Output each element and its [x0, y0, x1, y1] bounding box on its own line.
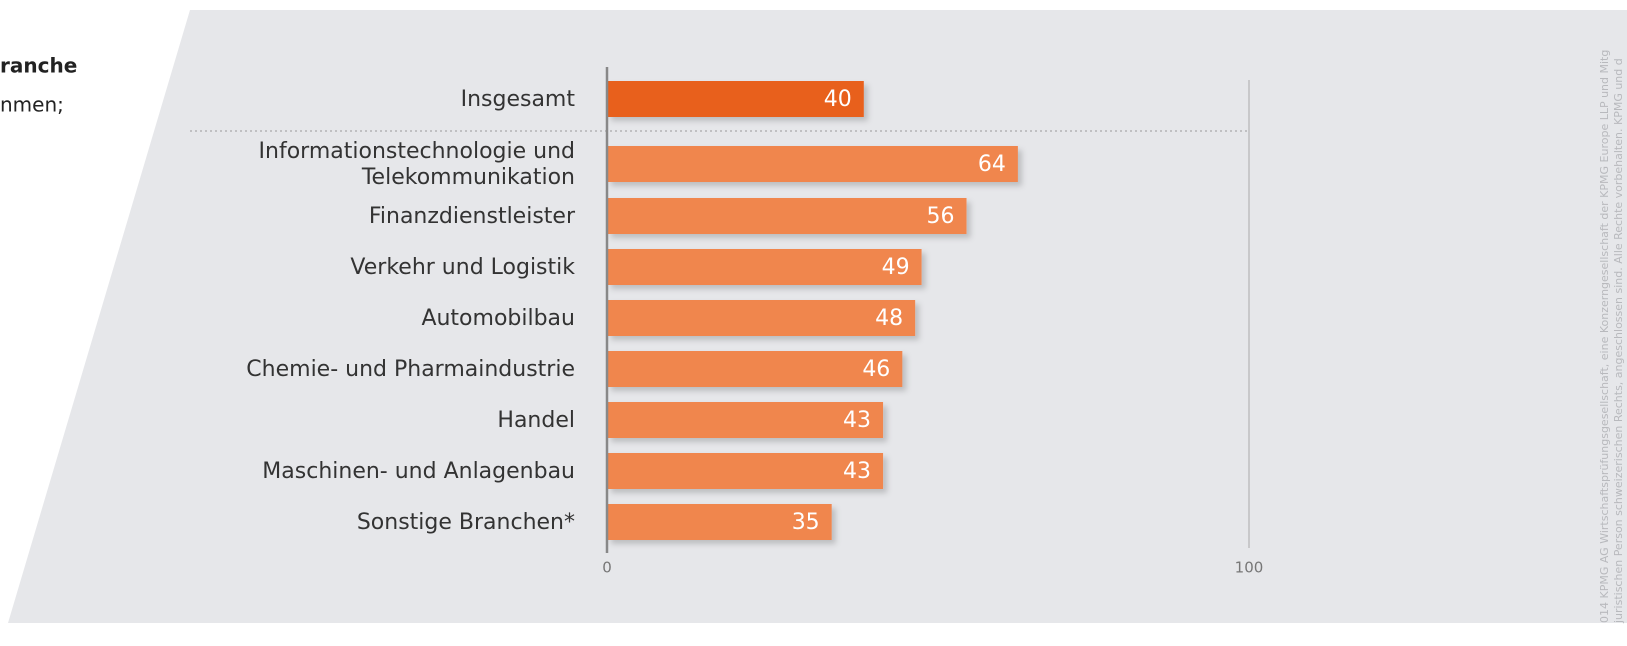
chart-title: ranche	[0, 54, 77, 78]
category-label: Handel	[497, 408, 575, 433]
category-label: Automobilbau	[421, 306, 575, 331]
bar	[607, 453, 884, 489]
value-label: 64	[978, 152, 1006, 177]
bar	[607, 146, 1018, 182]
value-label: 40	[824, 87, 852, 112]
x-tick-label: 100	[1235, 559, 1264, 577]
bar	[607, 402, 884, 438]
category-label: Insgesamt	[460, 87, 575, 112]
value-label: 56	[927, 204, 955, 229]
category-label: Chemie- und Pharmaindustrie	[246, 357, 575, 382]
value-label: 43	[843, 459, 871, 484]
bar	[607, 198, 967, 234]
bar	[607, 300, 916, 336]
copyright: 014 KPMG AG Wirtschaftsprüfungsgesellsch…	[1598, 50, 1611, 623]
x-tick-label: 0	[602, 559, 612, 577]
category-label: Verkehr und Logistik	[350, 255, 575, 280]
value-label: 46	[862, 357, 890, 382]
bar	[607, 249, 922, 285]
chart-subtitle: nmen;	[0, 93, 64, 117]
category-label: Maschinen- und Anlagenbau	[262, 459, 575, 484]
category-label: Finanzdienstleister	[368, 204, 575, 229]
value-label: 48	[875, 306, 903, 331]
value-label: 49	[882, 255, 910, 280]
value-label: 43	[843, 408, 871, 433]
bar	[607, 81, 864, 117]
category-label: Informationstechnologie und Telekommunik…	[258, 139, 575, 190]
copyright: juristischen Person schweizerischen Rech…	[1612, 58, 1625, 624]
bar	[607, 504, 832, 540]
category-label: Sonstige Branchen*	[356, 510, 575, 535]
value-label: 35	[792, 510, 820, 535]
bar	[607, 351, 903, 387]
